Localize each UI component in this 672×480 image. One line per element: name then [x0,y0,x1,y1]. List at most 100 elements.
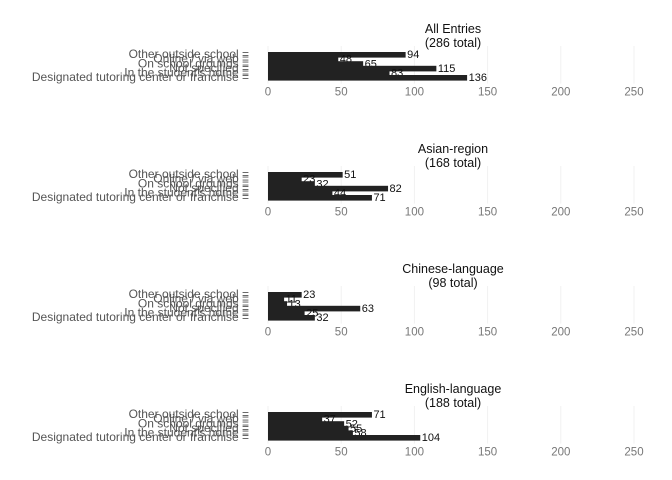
bar [268,65,437,72]
x-tick-label: 50 [335,207,348,219]
bar [268,56,339,63]
chart-panel-4: English-language(188 total) 71 Other outsi… [32,382,644,459]
bar-value-label: 71 [373,409,385,421]
bar [268,176,302,183]
bar [268,52,406,58]
bar [268,292,302,298]
bar-value-label: 136 [469,72,487,84]
bar [268,61,364,67]
bar-value-label: 48 [340,54,352,66]
bar-value-label: 104 [422,432,440,444]
chart-subtitle: (286 total) [425,36,481,50]
category-label: Designated tutoring center or franchise … [32,70,249,84]
x-tick-label: 200 [551,447,570,459]
x-tick-label: 150 [478,87,497,99]
x-tick-label: 200 [551,87,570,99]
category-label: Online / via web = [153,52,249,66]
x-tick-label: 0 [265,207,271,219]
x-tick-label: 50 [335,447,348,459]
bar [268,190,333,196]
category-label: Designated tutoring center or franchise … [32,430,249,444]
x-tick-label: 200 [551,327,570,339]
x-tick-label: 0 [265,87,271,99]
chart-panel-2: Asian-region(168 total) 51 Other outside s… [32,142,644,219]
chart-subtitle: (98 total) [428,276,477,290]
category-label: In the student's home = [124,306,249,320]
category-label: On school grounds = [138,296,249,310]
bar [268,425,349,432]
category-label: On school grounds = [138,176,249,190]
chart-title: English-language [405,382,502,396]
bar-value-label: 115 [438,63,456,75]
bar [268,305,361,312]
bar [268,70,390,76]
x-tick-label: 250 [624,207,643,219]
bar-value-label: 63 [362,303,374,315]
x-tick-label: 100 [405,447,424,459]
x-tick-label: 0 [265,447,271,459]
x-tick-label: 100 [405,87,424,99]
category-label: On school grounds = [138,56,249,70]
category-label: On school grounds = [138,416,249,430]
bar [268,435,421,441]
bar [268,296,285,303]
category-label: Not specified = [169,61,249,75]
x-tick-label: 100 [405,327,424,339]
bar [268,430,353,436]
category-label: Other outside school = [129,287,249,301]
x-tick-label: 250 [624,327,643,339]
bar [268,412,372,418]
bar [268,416,323,423]
bar [268,301,288,307]
x-tick-label: 150 [478,447,497,459]
chart-title: Chinese-language [402,262,504,276]
bar-value-label: 82 [390,183,402,195]
x-tick-label: 250 [624,447,643,459]
category-label: In the student's home = [124,186,249,200]
bar-value-label: 94 [407,49,419,61]
chart-panel-1: All Entries(286 total) 94 Other outside sc… [32,22,644,99]
x-tick-label: 50 [335,327,348,339]
x-tick-label: 150 [478,327,497,339]
bar-value-label: 55 [350,423,362,435]
x-tick-label: 250 [624,87,643,99]
category-label: Online / via web = [153,412,249,426]
bar [268,172,343,178]
category-label: In the student's home = [124,66,249,80]
category-label: Other outside school = [129,167,249,181]
bar [268,75,468,81]
chart-title: Asian-region [418,142,488,156]
category-label: Not specified = [169,181,249,195]
x-tick-label: 0 [265,327,271,339]
bar [268,195,372,201]
chart-panel-3: Chinese-language(98 total) 23 Other outsid… [32,262,644,339]
category-label: Online / via web = [153,172,249,186]
bar [268,310,305,316]
bar-value-label: 11 [286,294,297,306]
bar-value-label: 71 [373,192,385,204]
bar-value-label: 51 [344,169,356,181]
bar [268,185,389,192]
category-label: Designated tutoring center or franchise … [32,190,249,204]
x-tick-label: 150 [478,207,497,219]
bar [268,421,345,427]
category-label: Other outside school = [129,47,249,61]
bar-value-label: 23 [303,289,315,301]
category-label: Other outside school = [129,407,249,421]
x-tick-label: 50 [335,87,348,99]
category-label: Not specified = [169,421,249,435]
chart-subtitle: (168 total) [425,156,481,170]
bar [268,181,315,187]
chart-subtitle: (188 total) [425,396,481,410]
bar-value-label: 52 [346,418,358,430]
chart-title: All Entries [425,22,481,36]
x-tick-label: 100 [405,207,424,219]
bar-value-label: 32 [316,312,328,324]
category-label: Online / via web = [153,292,249,306]
category-label: Not specified = [169,301,249,315]
bar [268,315,315,321]
category-label: Designated tutoring center or franchise … [32,310,249,324]
category-label: In the student's home = [124,426,249,440]
x-tick-label: 200 [551,207,570,219]
